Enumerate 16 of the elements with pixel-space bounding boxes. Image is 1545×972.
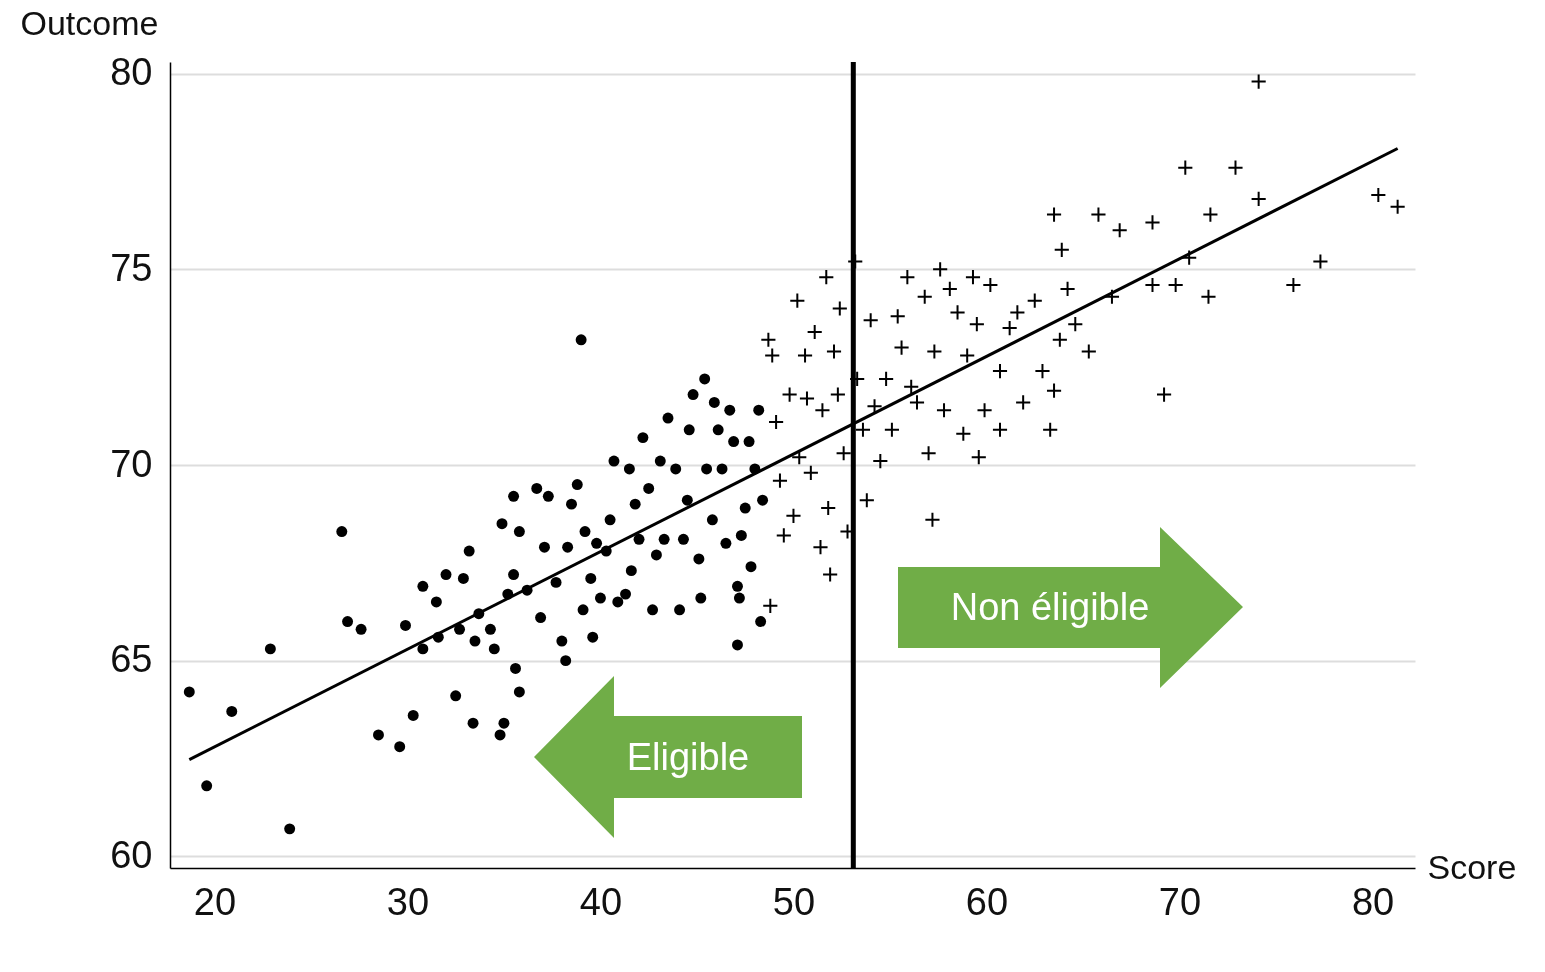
x-tick-label: 30 — [386, 880, 430, 923]
x-tick-label: 40 — [579, 880, 623, 923]
x-tick-label: 80 — [1351, 880, 1395, 923]
y-tick-label: 75 — [110, 246, 153, 289]
y-tick-label: 70 — [110, 442, 153, 485]
annotation: Eligible — [626, 735, 750, 779]
x-tick-label: 60 — [965, 880, 1009, 923]
x-tick-label: 20 — [193, 880, 237, 923]
y-axis-title: Outcome — [20, 3, 159, 42]
x-axis-title: Score — [1427, 847, 1517, 886]
x-tick-label: 70 — [1158, 880, 1202, 923]
x-tick-label: 50 — [772, 880, 816, 923]
y-tick-label: 80 — [110, 51, 153, 94]
y-tick-label: 60 — [110, 833, 153, 876]
annotation: Non éligible — [950, 585, 1150, 629]
y-tick-label: 65 — [110, 638, 153, 681]
